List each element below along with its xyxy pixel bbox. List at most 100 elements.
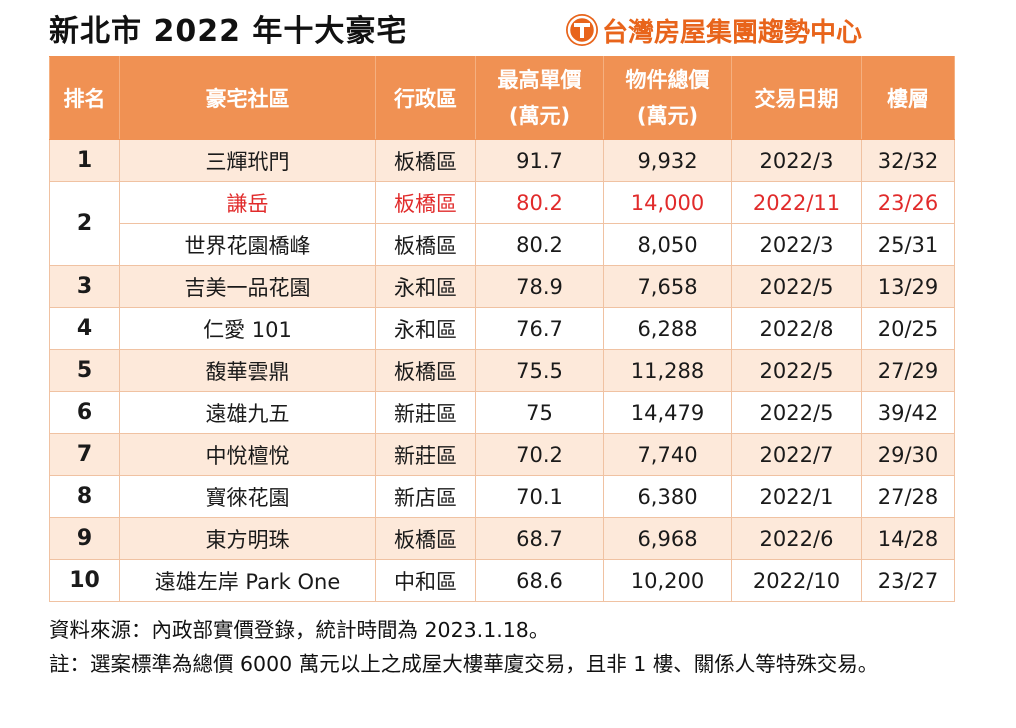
trade-date-cell: 2022/5: [731, 265, 862, 308]
trade-date-cell: 2022/10: [731, 559, 862, 602]
column-header-label: 行政區: [394, 87, 457, 111]
table-row: 4 仁愛 101 永和區 76.7 6,288 2022/8 20/25: [49, 307, 955, 350]
total-price-cell: 6,288: [603, 307, 732, 350]
column-header: 樓層: [861, 56, 955, 140]
unit-price-cell: 68.6: [475, 559, 604, 602]
district-cell: 新莊區: [375, 433, 476, 476]
column-header-label: 最高單價: [497, 68, 582, 92]
total-price-cell: 9,932: [603, 139, 732, 182]
rank-cell: 6: [49, 391, 120, 434]
rank-cell: 9: [49, 517, 120, 560]
brand-logo: 台灣房屋集團趨勢中心: [566, 14, 863, 48]
community-name-cell: 三輝玳門: [119, 139, 376, 182]
district-cell: 永和區: [375, 265, 476, 308]
table-row: 8 寶徠花園 新店區 70.1 6,380 2022/1 27/28: [49, 475, 955, 518]
table-row: 9 東方明珠 板橋區 68.7 6,968 2022/6 14/28: [49, 517, 955, 560]
trade-date-cell: 2022/3: [731, 223, 862, 266]
trade-date-cell: 2022/6: [731, 517, 862, 560]
table-row: 10 遠雄左岸 Park One 中和區 68.6 10,200 2022/10 23/27: [49, 559, 955, 602]
trade-date-cell: 2022/7: [731, 433, 862, 476]
rank-cell: 1: [49, 139, 120, 182]
floor-cell: 27/28: [861, 475, 955, 518]
district-cell: 板橋區: [375, 517, 476, 560]
community-name-cell: 中悅檀悅: [119, 433, 376, 476]
column-header-label: 樓層: [887, 87, 929, 111]
unit-price-cell: 80.2: [475, 181, 604, 224]
total-price-cell: 7,658: [603, 265, 732, 308]
luxury-housing-table: 排名 豪宅社區 行政區 最高單價 (萬元) 物件總價 (萬元) 交易日期 樓層 1 三輝玳門 板橋區…: [49, 56, 955, 602]
floor-cell: 27/29: [861, 349, 955, 392]
district-cell: 新莊區: [375, 391, 476, 434]
column-header-label: 排名: [63, 87, 106, 111]
floor-cell: 29/30: [861, 433, 955, 476]
total-price-cell: 11,288: [603, 349, 732, 392]
column-header-unit: (萬元): [636, 104, 699, 128]
total-price-cell: 8,050: [603, 223, 732, 266]
rank-cell: 10: [49, 559, 120, 602]
rank-cell: 4: [49, 307, 120, 350]
floor-cell: 32/32: [861, 139, 955, 182]
floor-cell: 13/29: [861, 265, 955, 308]
column-header-label: 交易日期: [754, 87, 839, 111]
column-header: 排名: [49, 56, 120, 140]
trade-date-cell: 2022/3: [731, 139, 862, 182]
unit-price-cell: 80.2: [475, 223, 604, 266]
community-name-cell: 馥華雲鼎: [119, 349, 376, 392]
floor-cell: 20/25: [861, 307, 955, 350]
table-row: 3 吉美一品花園 永和區 78.9 7,658 2022/5 13/29: [49, 265, 955, 308]
district-cell: 板橋區: [375, 349, 476, 392]
unit-price-cell: 70.2: [475, 433, 604, 476]
district-cell: 新店區: [375, 475, 476, 518]
district-cell: 中和區: [375, 559, 476, 602]
trade-date-cell: 2022/8: [731, 307, 862, 350]
total-price-cell: 6,968: [603, 517, 732, 560]
community-name-cell: 遠雄左岸 Park One: [119, 559, 376, 602]
trade-date-cell: 2022/5: [731, 391, 862, 434]
table-body: 1 三輝玳門 板橋區 91.7 9,932 2022/3 32/32 2 謙岳 板橋區 80.2 14…: [49, 139, 955, 602]
floor-cell: 25/31: [861, 223, 955, 266]
table-row: 1 三輝玳門 板橋區 91.7 9,932 2022/3 32/32: [49, 139, 955, 182]
total-price-cell: 6,380: [603, 475, 732, 518]
community-name-cell: 遠雄九五: [119, 391, 376, 434]
unit-price-cell: 70.1: [475, 475, 604, 518]
total-price-cell: 14,000: [603, 181, 732, 224]
community-name-cell: 吉美一品花園: [119, 265, 376, 308]
column-header: 行政區: [375, 56, 476, 140]
table-row: 6 遠雄九五 新莊區 75 14,479 2022/5 39/42: [49, 391, 955, 434]
trade-date-cell: 2022/1: [731, 475, 862, 518]
community-name-cell: 仁愛 101: [119, 307, 376, 350]
table-row: 5 馥華雲鼎 板橋區 75.5 11,288 2022/5 27/29: [49, 349, 955, 392]
unit-price-cell: 91.7: [475, 139, 604, 182]
community-name-cell: 謙岳: [119, 181, 376, 224]
community-name-cell: 寶徠花園: [119, 475, 376, 518]
trade-date-cell: 2022/5: [731, 349, 862, 392]
rank-cell: 2: [49, 181, 120, 266]
table-row: 7 中悅檀悅 新莊區 70.2 7,740 2022/7 29/30: [49, 433, 955, 476]
column-header-label: 物件總價: [625, 68, 710, 92]
unit-price-cell: 76.7: [475, 307, 604, 350]
table-row: 2 謙岳 板橋區 80.2 14,000 2022/11 23/26: [49, 181, 955, 266]
column-header: 最高單價 (萬元): [475, 56, 604, 140]
district-cell: 板橋區: [375, 181, 476, 224]
column-header-unit: (萬元): [508, 104, 571, 128]
column-header: 交易日期: [731, 56, 862, 140]
table-header-row: 排名 豪宅社區 行政區 最高單價 (萬元) 物件總價 (萬元) 交易日期 樓層: [49, 56, 955, 140]
floor-cell: 23/26: [861, 181, 955, 224]
rank-cell: 3: [49, 265, 120, 308]
floor-cell: 39/42: [861, 391, 955, 434]
rank-cell: 8: [49, 475, 120, 518]
table-row: 世界花園橋峰 板橋區 80.2 8,050 2022/3 25/31: [50, 223, 955, 266]
column-header-label: 豪宅社區: [205, 87, 290, 111]
trade-date-cell: 2022/11: [731, 181, 862, 224]
t-logo-icon: [566, 14, 598, 46]
unit-price-cell: 68.7: [475, 517, 604, 560]
brand-name: 台灣房屋集團趨勢中心: [602, 17, 863, 48]
criteria-note: 註：選案標準為總價 6000 萬元以上之成屋大樓華廈交易，且非 1 樓、關係人等…: [49, 652, 879, 676]
rank-cell: 5: [49, 349, 120, 392]
district-cell: 板橋區: [375, 223, 476, 266]
footnotes: 資料來源：內政部實價登錄，統計時間為 2023.1.18。 註：選案標準為總價 …: [49, 613, 964, 681]
community-name-cell: 世界花園橋峰: [119, 223, 376, 266]
floor-cell: 23/27: [861, 559, 955, 602]
page-title: 新北市 2022 年十大豪宅: [49, 14, 408, 49]
total-price-cell: 10,200: [603, 559, 732, 602]
